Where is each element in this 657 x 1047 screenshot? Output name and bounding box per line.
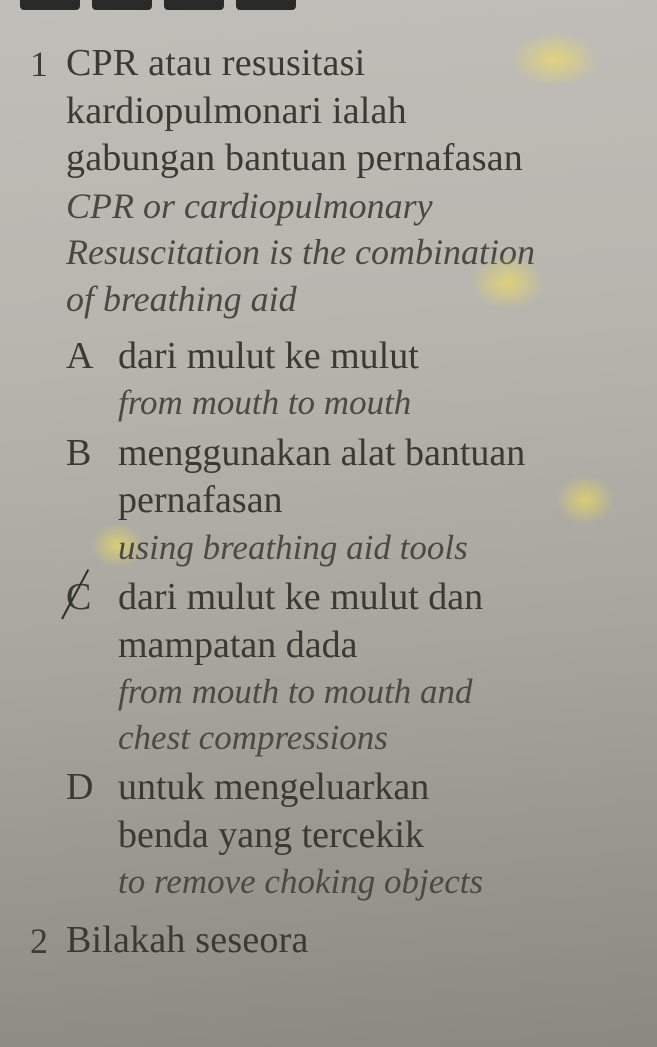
option-ms-line: menggunakan alat bantuan xyxy=(118,430,627,478)
option-ms-line: untuk mengeluarkan xyxy=(118,764,627,812)
option-d: D untuk mengeluarkan benda yang tercekik… xyxy=(66,764,627,905)
option-en-line: from mouth to mouth and xyxy=(118,669,627,715)
stem-ms-line: Bilakah seseora xyxy=(66,917,309,965)
options-list: A dari mulut ke mulut from mouth to mout… xyxy=(66,333,627,905)
option-en-line: using breathing aid tools xyxy=(118,525,627,571)
option-c: C dari mulut ke mulut dan mampatan dada … xyxy=(66,574,627,760)
option-en-line: chest compressions xyxy=(118,715,627,761)
option-ms-line: mampatan dada xyxy=(118,622,627,670)
stem-en-line: CPR or cardiopulmonary xyxy=(66,183,627,230)
option-letter: D xyxy=(66,764,98,812)
option-en-line: from mouth to mouth xyxy=(118,380,627,426)
page-binding-notches xyxy=(0,0,657,12)
question-number: 2 xyxy=(30,923,48,959)
option-letter: A xyxy=(66,333,98,381)
option-en-line: to remove choking objects xyxy=(118,859,627,905)
option-ms-line: dari mulut ke mulut dan xyxy=(118,574,627,622)
question-2-partial: 2 Bilakah seseora xyxy=(30,917,627,965)
option-letter: B xyxy=(66,430,98,478)
stem-en-line: Resuscitation is the combination xyxy=(66,229,627,276)
stem-en-line: of breathing aid xyxy=(66,276,627,323)
stem-ms-line: kardiopulmonari ialah xyxy=(66,88,627,136)
option-ms-line: benda yang tercekik xyxy=(118,812,627,860)
option-b: B menggunakan alat bantuan pernafasan us… xyxy=(66,430,627,571)
question-body: CPR atau resusitasi kardiopulmonari iala… xyxy=(66,40,627,909)
option-ms-line: dari mulut ke mulut xyxy=(118,333,627,381)
option-a: A dari mulut ke mulut from mouth to mout… xyxy=(66,333,627,426)
stem-ms-line: CPR atau resusitasi xyxy=(66,40,627,88)
option-letter: C xyxy=(66,574,98,622)
question-number: 1 xyxy=(30,46,48,82)
question-1: 1 CPR atau resusitasi kardiopulmonari ia… xyxy=(30,40,627,909)
option-ms-line: pernafasan xyxy=(118,477,627,525)
stem-ms-line: gabungan bantuan pernafasan xyxy=(66,135,627,183)
